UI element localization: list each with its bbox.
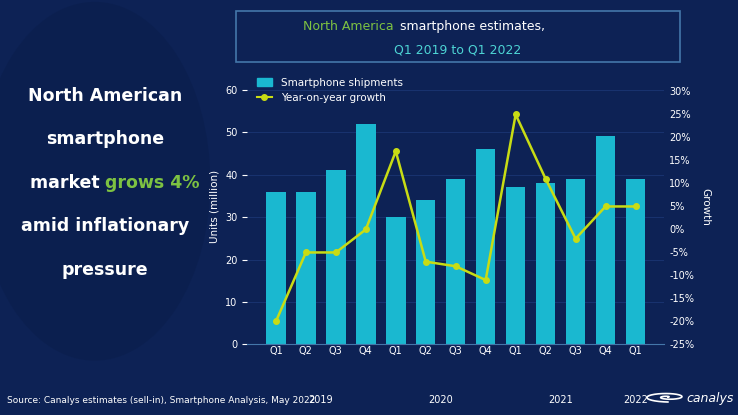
Legend: Smartphone shipments, Year-on-year growth: Smartphone shipments, Year-on-year growt…: [252, 74, 407, 107]
Text: North America: North America: [303, 20, 394, 33]
Text: North American: North American: [28, 87, 182, 105]
Text: canalys: canalys: [686, 392, 734, 405]
Bar: [356, 124, 376, 344]
Bar: [566, 179, 585, 344]
Bar: [476, 149, 495, 344]
Bar: [506, 187, 525, 344]
Text: smartphone: smartphone: [46, 130, 165, 148]
Text: pressure: pressure: [62, 261, 148, 278]
Y-axis label: Units (million): Units (million): [210, 170, 220, 243]
Bar: [326, 171, 345, 344]
Bar: [596, 137, 615, 344]
Y-axis label: Growth: Growth: [701, 188, 711, 225]
Text: amid inflationary: amid inflationary: [21, 217, 189, 235]
Bar: [266, 192, 286, 344]
Text: 2022: 2022: [623, 395, 648, 405]
Bar: [446, 179, 466, 344]
Text: 2019: 2019: [308, 395, 333, 405]
FancyBboxPatch shape: [235, 10, 680, 62]
Text: market: market: [30, 174, 105, 192]
Ellipse shape: [0, 2, 210, 361]
Text: 2021: 2021: [548, 395, 573, 405]
Bar: [626, 179, 645, 344]
Text: Source: Canalys estimates (sell-in), Smartphone Analysis, May 2022: Source: Canalys estimates (sell-in), Sma…: [7, 395, 316, 405]
Bar: [416, 200, 435, 344]
Text: smartphone estimates,: smartphone estimates,: [396, 20, 545, 33]
Text: Q1 2019 to Q1 2022: Q1 2019 to Q1 2022: [394, 44, 521, 57]
Text: 2020: 2020: [428, 395, 453, 405]
Bar: [536, 183, 556, 344]
Bar: [386, 217, 405, 344]
Text: grows 4%: grows 4%: [105, 174, 200, 192]
Bar: [296, 192, 316, 344]
